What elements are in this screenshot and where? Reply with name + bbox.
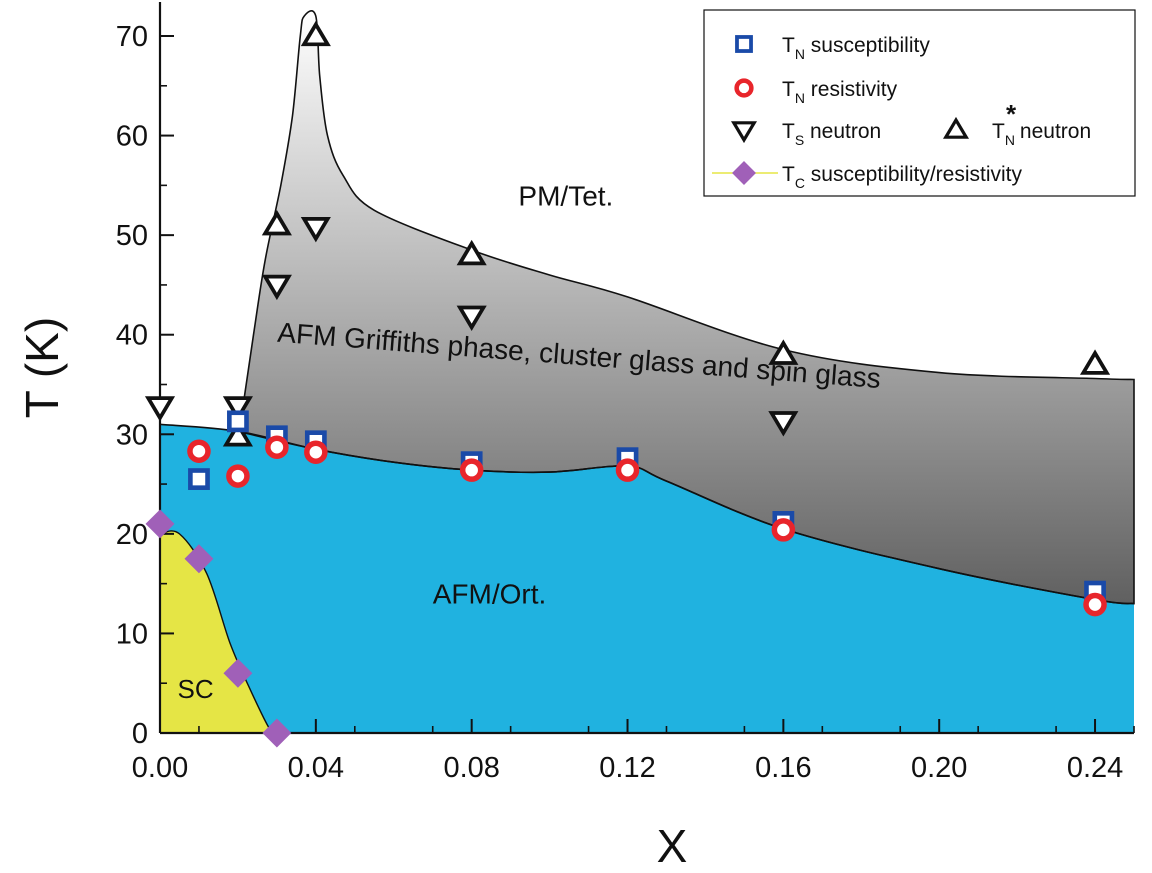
data-point-square xyxy=(227,410,249,433)
region-label-afm-ort: AFM/Ort. xyxy=(433,579,547,610)
data-point-diamond xyxy=(184,544,214,574)
data-point-triangle-down xyxy=(300,216,331,243)
legend-marker-square xyxy=(735,35,753,53)
x-tick-label: 0.04 xyxy=(288,752,344,784)
data-point-circle xyxy=(187,439,211,463)
data-point-triangle-down xyxy=(261,274,292,301)
x-tick-label: 0.24 xyxy=(1067,752,1123,784)
data-point-triangle-up xyxy=(1079,349,1111,375)
legend-entry-label: TC susceptibility/resistivity xyxy=(782,163,1023,191)
legend-marker-triangle-up xyxy=(942,116,970,139)
axes: 0.00 0.04 0.08 0.12 0.16 0.20 0.24 0 10 20 30 40 50 6… xyxy=(16,2,1135,872)
data-point-triangle-down xyxy=(144,396,176,422)
data-point-triangle-up xyxy=(768,339,799,365)
data-point-square xyxy=(188,468,210,490)
y-axis-label: T (K) xyxy=(16,317,68,418)
afm-ort-region xyxy=(160,424,1134,733)
data-point-triangle-up xyxy=(456,239,487,266)
legend-marker-circle xyxy=(734,78,754,98)
data-point-triangle-up xyxy=(300,20,331,47)
y-tick-label: 0 xyxy=(132,718,148,750)
data-point-triangle-up xyxy=(222,421,253,447)
x-tick-label: 0.20 xyxy=(911,752,967,784)
y-tick-label: 70 xyxy=(116,21,148,53)
legend-entry-label: TN* neutron xyxy=(992,99,1091,148)
data-point-circle xyxy=(459,458,484,482)
data-point-diamond xyxy=(223,658,253,688)
x-tick-label: 0.16 xyxy=(755,752,811,784)
series-triangle-up xyxy=(222,20,1111,447)
data-point-diamond xyxy=(262,718,292,748)
data-point-diamond xyxy=(145,509,175,539)
legend: TN susceptibility TN resistivity TS neutro… xyxy=(703,9,1136,197)
data-point-circle xyxy=(304,440,328,464)
data-point-triangle-down xyxy=(768,411,799,437)
series-circle xyxy=(187,435,1107,617)
region-label-sc: SC xyxy=(178,674,214,704)
data-point-circle xyxy=(265,435,289,460)
data-point-circle xyxy=(771,518,796,542)
x-axis-label: X xyxy=(657,820,688,868)
legend-entry-label: TN resistivity xyxy=(782,78,898,106)
region-label-pm-tet: PM/Tet. xyxy=(518,180,613,211)
y-tick-label: 60 xyxy=(116,121,148,153)
data-markers xyxy=(144,20,1111,748)
series-diamond xyxy=(145,509,292,748)
data-point-triangle-up xyxy=(261,209,292,236)
y-tick-label: 10 xyxy=(116,618,148,650)
x-tick-label: 0.00 xyxy=(132,752,188,784)
legend-marker-diamond xyxy=(732,161,756,185)
data-point-triangle-down xyxy=(222,396,253,422)
y-tick-label: 50 xyxy=(116,220,148,252)
data-point-triangle-down xyxy=(456,305,487,332)
legend-box xyxy=(703,9,1136,197)
legend-entry-label: TS neutron xyxy=(782,120,881,148)
y-tick-label: 40 xyxy=(116,320,148,352)
x-tick-label: 0.12 xyxy=(599,752,655,784)
data-point-circle xyxy=(1083,592,1107,617)
legend-marker-triangle-down xyxy=(730,121,758,144)
legend-entry-label: TN susceptibility xyxy=(782,34,930,62)
y-tick-label: 20 xyxy=(116,519,148,551)
y-tick-label: 30 xyxy=(116,419,148,451)
series-triangle-down xyxy=(144,216,799,437)
data-point-circle xyxy=(615,458,640,482)
data-point-circle xyxy=(226,464,250,488)
x-tick-label: 0.08 xyxy=(443,752,499,784)
